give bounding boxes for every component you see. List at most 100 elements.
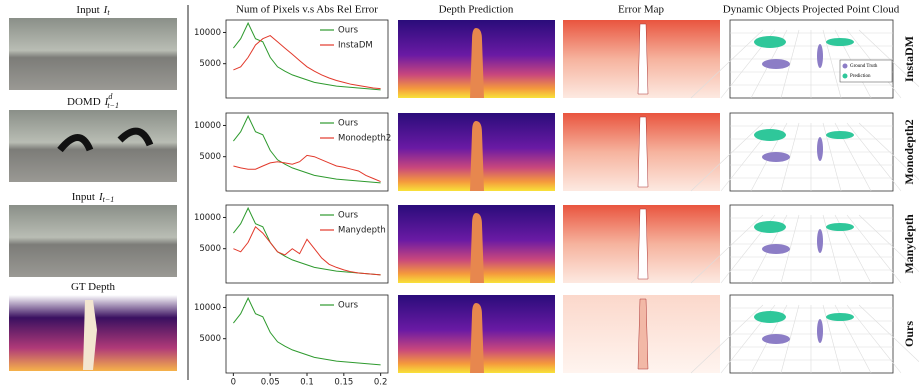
label-symbol: I	[104, 96, 110, 108]
label-text: GT Depth	[71, 281, 116, 293]
cloud-points	[817, 44, 823, 68]
label-sub: t−1	[103, 195, 115, 204]
legend-label: InstaDM	[338, 41, 373, 51]
cloud-points	[762, 244, 790, 254]
y-tick-label: 10000	[194, 213, 221, 223]
plot-frame	[225, 294, 389, 374]
cloud-grid	[690, 214, 764, 284]
cloud-grid	[822, 29, 842, 99]
legend-box	[839, 59, 893, 83]
cloud-grid	[858, 304, 919, 363]
x-tick-label: 0	[231, 378, 236, 385]
label-sub: t	[107, 8, 110, 17]
cloud-grid	[846, 304, 902, 374]
error-person	[637, 116, 649, 188]
row-label: Ours	[902, 321, 916, 347]
legend-text: Ground Truth	[850, 64, 878, 69]
legend-label: Manydepth	[338, 226, 386, 236]
series-line	[233, 35, 381, 90]
depth-person	[470, 303, 484, 373]
series-line	[233, 21, 381, 91]
column-header: Depth Prediction	[439, 4, 514, 16]
plot-frame	[225, 19, 389, 99]
cloud-grid	[846, 122, 902, 192]
cloud-points	[817, 137, 823, 161]
cloud-points	[826, 38, 854, 46]
cloud-points	[754, 221, 786, 233]
series-line	[233, 225, 381, 276]
result-images	[398, 19, 919, 374]
depth-person	[470, 213, 484, 283]
y-tick-label: 5000	[199, 244, 221, 254]
legend-label: Monodepth2	[338, 134, 391, 144]
y-tick-label: 5000	[199, 334, 221, 344]
panel-label: Input It	[76, 4, 110, 17]
error-person	[637, 208, 649, 280]
cloud-grid	[690, 29, 764, 99]
error-person	[637, 23, 649, 95]
plot-frame	[225, 112, 389, 192]
label-symbol: I	[98, 191, 104, 203]
x-tick-label: 0.15	[334, 378, 353, 385]
label-symbol: I	[103, 4, 109, 16]
y-tick-label: 10000	[194, 303, 221, 313]
label-text: DOMD	[67, 96, 101, 108]
series-line	[233, 154, 381, 183]
cloud-points	[762, 59, 790, 69]
cloud-grid	[846, 214, 902, 284]
cloud-grid	[858, 214, 919, 273]
plot-frame	[225, 204, 389, 284]
cloud-points	[754, 311, 786, 323]
row-label: InstaDM	[902, 36, 916, 82]
x-tick-label: 0.2	[374, 378, 388, 385]
y-tick-label: 10000	[194, 121, 221, 131]
label-sup: d	[108, 92, 113, 101]
cloud-grid	[822, 214, 842, 284]
cloud-grid	[690, 122, 764, 192]
cloud-points	[826, 223, 854, 231]
label-text: Input	[76, 4, 99, 16]
cloud-legend: Ground Truth Prediction	[839, 59, 893, 83]
y-tick-label: 10000	[194, 28, 221, 38]
legend-label: Ours	[338, 211, 359, 221]
cloud-points	[817, 229, 823, 253]
legend-label: Ours	[338, 26, 359, 36]
legend-label: Ours	[338, 301, 359, 311]
legend-dot	[842, 73, 848, 79]
cloud-points	[826, 313, 854, 321]
panel-label: DOMD Id t−1	[67, 92, 119, 110]
cloud-grid	[858, 122, 919, 181]
row-label: Manydepth	[902, 214, 916, 274]
legend-text: Prediction	[850, 74, 871, 79]
cloud-grid	[822, 304, 842, 374]
depth-person	[470, 121, 484, 191]
cloud-points	[826, 131, 854, 139]
series-line	[233, 114, 381, 184]
cloud-grid	[690, 304, 764, 374]
series-line	[233, 296, 381, 366]
panel-label: Input It−1	[72, 191, 115, 204]
row-label: Monodepth2	[902, 119, 916, 184]
legend-label: Ours	[338, 119, 359, 129]
column-header: Error Map	[618, 4, 665, 16]
error-person	[637, 298, 649, 370]
cloud-points	[762, 152, 790, 162]
x-tick-label: 0.05	[261, 378, 280, 385]
depth-person	[470, 28, 484, 98]
panel-label: GT Depth	[71, 281, 116, 293]
cloud-grid	[858, 29, 919, 88]
legend-dot	[842, 63, 848, 69]
left-images	[9, 18, 177, 371]
y-tick-label: 5000	[199, 152, 221, 162]
cloud-grid	[822, 122, 842, 192]
cloud-points	[754, 36, 786, 48]
column-header: Dynamic Objects Projected Point Cloud	[723, 4, 900, 16]
cloud-points	[754, 129, 786, 141]
y-tick-label: 5000	[199, 59, 221, 69]
cloud-points	[762, 334, 790, 344]
label-sub: t−1	[107, 101, 119, 110]
chart-title: Num of Pixels v.s Abs Rel Error	[236, 4, 378, 16]
cloud-points	[817, 319, 823, 343]
series-line	[233, 206, 381, 276]
